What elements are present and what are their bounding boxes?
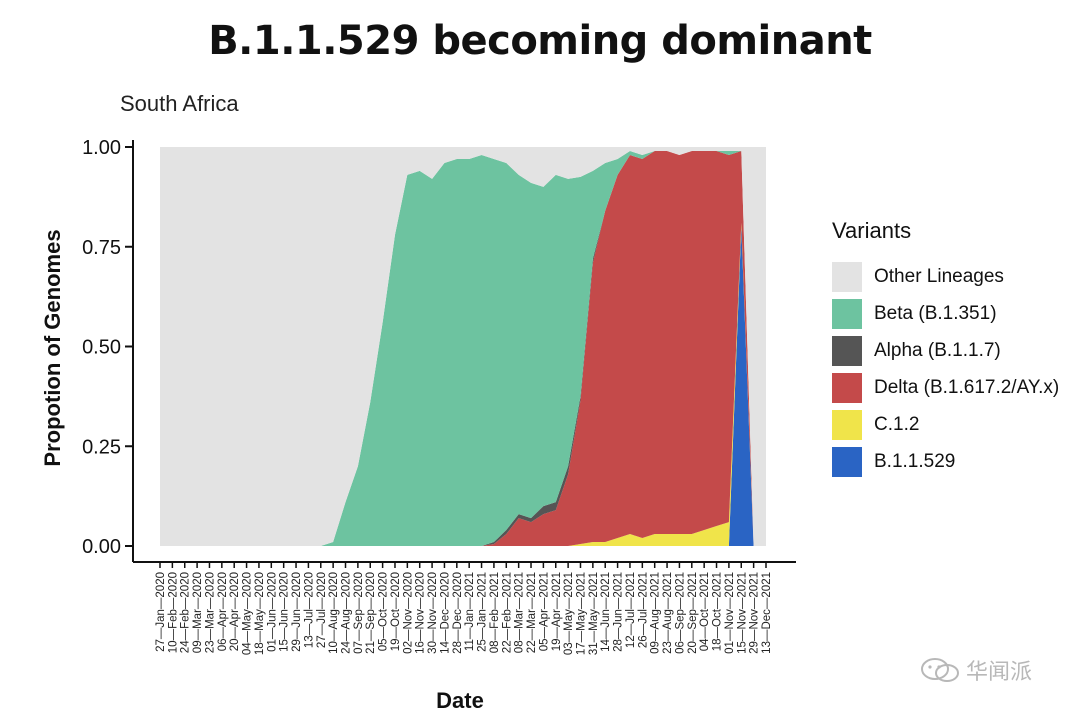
legend-label: Beta (B.1.351) xyxy=(874,302,997,324)
x-tick-label: 14—Dec—2020 xyxy=(439,572,451,654)
legend-title: Variants xyxy=(832,218,912,243)
x-tick-label: 05—Oct—2020 xyxy=(378,572,390,651)
wechat-icon xyxy=(921,658,959,682)
legend-item-alpha-b-1-1-7: Alpha (B.1.1.7) xyxy=(832,332,1059,369)
x-tick-label: 20—Apr—2020 xyxy=(229,572,241,651)
x-tick-label: 05—Apr—2021 xyxy=(538,572,550,651)
x-tick-label: 25—Jan—2021 xyxy=(477,572,489,652)
area-other-lineages xyxy=(160,147,766,546)
x-tick-label: 23—Mar—2020 xyxy=(204,572,216,653)
x-tick-label: 01—Jun—2020 xyxy=(266,572,278,652)
x-tick-label: 03—May—2021 xyxy=(563,572,575,655)
x-tick-label: 01—Nov—2021 xyxy=(724,572,736,654)
x-axis-label: Date xyxy=(436,688,484,713)
x-tick-label: 09—Mar—2020 xyxy=(192,572,204,653)
legend-label: Delta (B.1.617.2/AY.x) xyxy=(874,376,1060,398)
x-tick-label: 15—Nov—2021 xyxy=(736,572,748,654)
x-tick-label: 27—Jul—2020 xyxy=(316,572,328,648)
x-tick-label: 31—May—2021 xyxy=(588,572,600,655)
y-tick-label: 0.50 xyxy=(82,337,121,359)
legend-label: C.1.2 xyxy=(874,413,920,435)
legend-item-delta-b-1-617-2-ay-x: Delta (B.1.617.2/AY.x) xyxy=(832,369,1059,406)
y-tick-label: 0.75 xyxy=(82,237,121,259)
x-tick-label: 30—Nov—2020 xyxy=(427,572,439,654)
legend-swatch xyxy=(832,261,862,292)
y-tick-label: 1.00 xyxy=(82,137,121,159)
x-tick-label: 22—Mar—2021 xyxy=(526,572,538,653)
x-tick-label: 19—Apr—2021 xyxy=(551,572,563,651)
legend-swatch xyxy=(832,298,862,329)
x-tick-label: 06—Sep—2021 xyxy=(674,572,686,654)
legend: Variants Other Lineages Beta (B.1.351) Alp… xyxy=(832,218,1059,480)
x-tick-label: 04—Oct—2021 xyxy=(699,572,711,651)
x-tick-label: 28—Jun—2021 xyxy=(613,572,625,652)
chart-subtitle: South Africa xyxy=(120,91,239,116)
x-tick-label: 04—May—2020 xyxy=(242,572,254,655)
legend-label: Other Lineages xyxy=(874,265,1004,287)
legend-item-b-1-1-529: B.1.1.529 xyxy=(832,443,1059,480)
legend-label: Alpha (B.1.1.7) xyxy=(874,339,1001,361)
x-tick-label: 13—Jul—2020 xyxy=(303,572,315,648)
page-title: B.1.1.529 becoming dominant xyxy=(208,18,872,64)
x-tick-label: 28—Dec—2020 xyxy=(452,572,464,654)
x-tick-label: 10—Aug—2020 xyxy=(328,572,340,654)
x-tick-label: 20—Sep—2021 xyxy=(687,572,699,654)
x-tick-label: 29—Jun—2020 xyxy=(291,572,303,652)
legend-item-other-lineages: Other Lineages xyxy=(832,258,1059,295)
x-tick-label: 21—Sep—2020 xyxy=(365,572,377,654)
y-tick-label: 0.00 xyxy=(82,536,121,558)
x-tick-label: 07—Sep—2020 xyxy=(353,572,365,654)
x-tick-label: 09—Aug—2021 xyxy=(650,572,662,654)
x-tick-label: 23—Aug—2021 xyxy=(662,572,674,654)
x-tick-label: 14—Jun—2021 xyxy=(600,572,612,652)
watermark: 华闻派 xyxy=(920,654,1032,686)
x-tick-label: 29—Nov—2021 xyxy=(749,572,761,654)
x-tick-label: 27—Jan—2020 xyxy=(155,572,167,652)
x-tick-label: 15—Jun—2020 xyxy=(279,572,291,652)
plot-area: 0.00 0.25 0.50 0.75 1.00 27—Jan—2020 10—Feb—20… xyxy=(82,137,796,655)
x-tick-label: 17—May—2021 xyxy=(575,572,587,655)
y-axis-label: Propotion of Genomes xyxy=(40,229,65,466)
x-tick-label: 08—Feb—2021 xyxy=(489,572,501,653)
x-tick-label: 22—Feb—2021 xyxy=(501,572,513,653)
x-tick-label: 12—Jul—2021 xyxy=(625,572,637,648)
legend-swatch xyxy=(832,409,862,440)
x-tick-label: 10—Feb—2020 xyxy=(167,572,179,653)
x-tick-label: 24—Aug—2020 xyxy=(341,572,353,654)
x-tick-label: 18—May—2020 xyxy=(254,572,266,655)
x-tick-label: 08—Mar—2021 xyxy=(514,572,526,653)
x-tick-label: 02—Nov—2020 xyxy=(402,572,414,654)
legend-label: B.1.1.529 xyxy=(874,450,956,472)
x-tick-label: 18—Oct—2021 xyxy=(712,572,724,651)
area-beta-b-1-351 xyxy=(160,151,766,546)
x-tick-label: 19—Oct—2020 xyxy=(390,572,402,651)
legend-item-c-1-2: C.1.2 xyxy=(832,406,1059,443)
area-delta-b-1-617-2-ay-x xyxy=(160,151,766,546)
legend-item-beta-b-1-351: Beta (B.1.351) xyxy=(832,295,1059,332)
x-tick-label: 16—Nov—2020 xyxy=(415,572,427,654)
y-tick-label: 0.25 xyxy=(82,436,121,458)
x-tick-label: 06—Apr—2020 xyxy=(217,572,229,651)
x-tick-label: 11—Jan—2021 xyxy=(464,572,476,651)
legend-swatch xyxy=(832,335,862,366)
legend-swatch xyxy=(832,446,862,477)
x-tick-label: 13—Dec—2021 xyxy=(761,572,773,654)
legend-swatch xyxy=(832,372,862,403)
watermark-text: 华闻派 xyxy=(966,659,1033,684)
x-tick-label: 26—Jul—2021 xyxy=(637,572,649,648)
x-tick-label: 24—Feb—2020 xyxy=(180,572,192,653)
